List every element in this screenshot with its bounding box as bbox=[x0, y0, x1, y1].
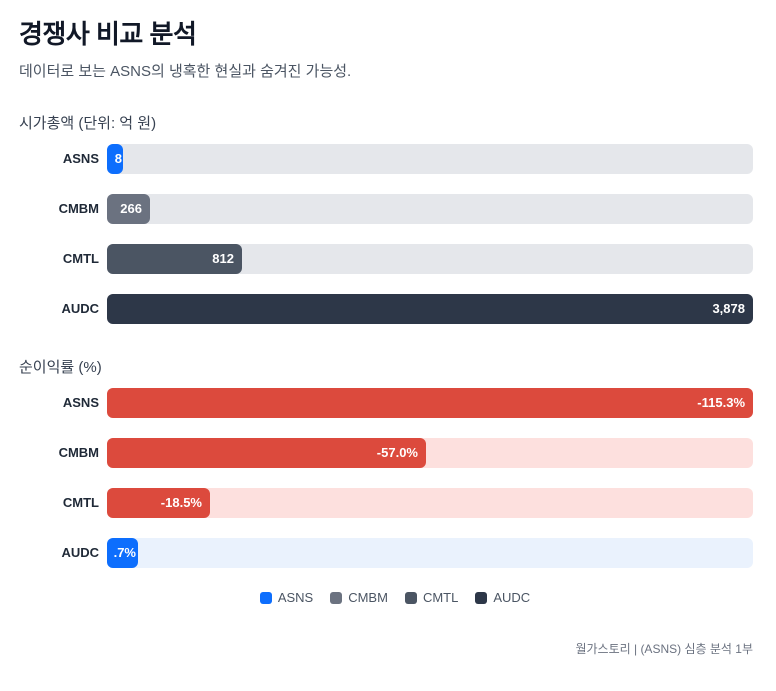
bar-track: 812 bbox=[107, 244, 753, 274]
bar-value: 8 bbox=[114, 151, 122, 166]
bar-label: CMTL bbox=[62, 495, 99, 510]
bar-label: AUDC bbox=[61, 301, 99, 316]
bar-label: ASNS bbox=[62, 395, 99, 410]
page-title: 경쟁사 비교 분석 bbox=[19, 19, 197, 49]
bar-track: 8 bbox=[107, 144, 753, 174]
bar-row-cmtl: CMTL 812 bbox=[0, 244, 776, 274]
bar-row-cmtl: CMTL -18.5% bbox=[0, 488, 776, 518]
bar-row-audc: AUDC 3,878 bbox=[0, 294, 776, 324]
bar-value: -18.5% bbox=[160, 495, 202, 510]
bar-track: .7% bbox=[107, 538, 753, 568]
bar-row-asns: ASNS 8 bbox=[0, 144, 776, 174]
bar-row-asns: ASNS -115.3% bbox=[0, 388, 776, 418]
market-cap-title: 시가총액 (단위: 억 원) bbox=[19, 115, 157, 132]
net-margin-title: 순이익률 (%) bbox=[19, 359, 102, 376]
legend-label: CMBM bbox=[348, 590, 388, 605]
legend-label: CMTL bbox=[422, 590, 459, 605]
bar-cmbm[interactable]: -57.0% bbox=[107, 438, 426, 468]
bar-track: -115.3% bbox=[107, 388, 753, 418]
bar-value: 3,878 bbox=[712, 301, 745, 316]
bar-track: 3,878 bbox=[107, 294, 753, 324]
bar-cmbm[interactable]: 266 bbox=[107, 194, 150, 224]
legend-swatch-icon bbox=[404, 591, 417, 604]
bar-audc[interactable]: 3,878 bbox=[107, 294, 753, 324]
chart-legend: ASNS CMBM CMTL AUDC bbox=[0, 590, 776, 605]
legend-item-cmbm[interactable]: CMBM bbox=[330, 590, 388, 605]
legend-label: AUDC bbox=[493, 590, 531, 605]
bar-label: CMBM bbox=[58, 201, 99, 216]
bar-value: 266 bbox=[120, 201, 142, 216]
bar-value: -115.3% bbox=[697, 395, 745, 410]
footer-credit: 월가스토리 | (ASNS) 심층 분석 1부 bbox=[575, 642, 753, 656]
bar-value: -57.0% bbox=[376, 445, 418, 460]
legend-swatch-icon bbox=[475, 591, 488, 604]
bar-track: -57.0% bbox=[107, 438, 753, 468]
legend-swatch-icon bbox=[259, 591, 272, 604]
page-subtitle: 데이터로 보는 ASNS의 냉혹한 현실과 숨겨진 가능성. bbox=[19, 63, 352, 80]
bar-row-cmbm: CMBM -57.0% bbox=[0, 438, 776, 468]
bar-audc[interactable]: .7% bbox=[107, 538, 138, 568]
bar-label: ASNS bbox=[62, 151, 99, 166]
bar-asns[interactable]: -115.3% bbox=[107, 388, 753, 418]
bar-value: 812 bbox=[212, 251, 234, 266]
bar-cmtl[interactable]: -18.5% bbox=[107, 488, 210, 518]
bar-track: -18.5% bbox=[107, 488, 753, 518]
bar-label: CMBM bbox=[58, 445, 99, 460]
legend-item-audc[interactable]: AUDC bbox=[475, 590, 530, 605]
bar-asns[interactable]: 8 bbox=[107, 144, 123, 174]
legend-item-asns[interactable]: ASNS bbox=[259, 590, 314, 605]
bar-cmtl[interactable]: 812 bbox=[107, 244, 242, 274]
bar-value: .7% bbox=[113, 545, 136, 560]
legend-swatch-icon bbox=[330, 591, 343, 604]
bar-row-audc: AUDC .7% bbox=[0, 538, 776, 568]
bar-label: AUDC bbox=[61, 545, 99, 560]
legend-item-cmtl[interactable]: CMTL bbox=[404, 590, 459, 605]
bar-row-cmbm: CMBM 266 bbox=[0, 194, 776, 224]
bar-label: CMTL bbox=[62, 251, 99, 266]
legend-label: ASNS bbox=[277, 590, 314, 605]
bar-track: 266 bbox=[107, 194, 753, 224]
